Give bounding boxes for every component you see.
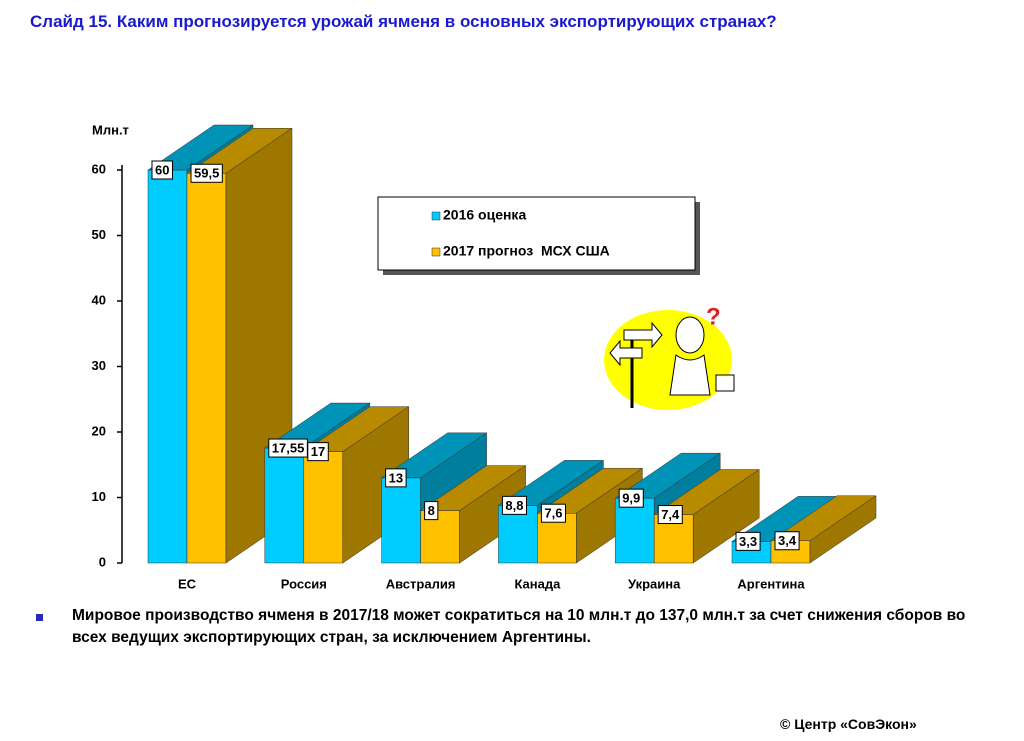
bar [147,169,188,564]
value-label: 9,9 [622,491,640,506]
value-label: 17 [311,444,325,459]
x-tick-label: Аргентина [737,576,805,591]
value-label: 8,8 [505,498,523,513]
value-label-box [151,160,173,180]
y-tick-label: 40 [92,292,106,307]
y-tick-label: 0 [99,554,106,569]
legend [377,196,696,271]
value-label: 17,55 [272,440,305,455]
value-label-box [540,503,566,523]
legend-label: 2017 прогноз МСХ США [443,243,610,259]
value-label-box [385,468,407,488]
bar [303,451,344,564]
legend-label: 2016 оценка [443,207,526,223]
value-label: 3,4 [778,533,797,548]
y-tick-label: 60 [92,161,106,176]
y-tick-label: 20 [92,423,106,438]
x-tick-label: Украина [628,576,681,591]
x-tick-label: Россия [281,576,327,591]
x-tick-label: ЕС [178,576,197,591]
bar [614,497,655,564]
value-label-box [618,488,644,508]
value-label: 8 [428,503,435,518]
value-label: 60 [155,162,169,177]
value-label-box [424,501,439,521]
legend-swatch [431,247,441,257]
bar [264,447,305,564]
y-tick-label: 30 [92,358,106,373]
slide-title: Слайд 15. Каким прогнозируется урожай яч… [30,12,777,31]
illustration: ? [604,303,735,410]
y-axis-label: Млн.т [92,122,129,137]
chart: Млн.т ? 0 10 20 30 40 50 60 ЕС Россия Австралия Ка… [92,122,877,591]
x-tick-label: Австралия [386,576,456,591]
bar-3d [419,465,527,564]
note-text: Мировое производство ячменя в 2017/18 мо… [72,607,966,646]
svg-text:?: ? [706,303,721,330]
value-label-box [657,505,683,525]
bar [186,173,227,564]
legend-swatch [431,211,441,221]
value-label-box [307,442,329,462]
bar [498,505,538,564]
bar-3d [653,469,761,564]
value-label: 7,4 [661,507,680,522]
y-tick-label: 10 [92,489,106,504]
value-label-box [774,531,800,551]
y-tick-label: 50 [92,227,106,242]
bullet [36,614,43,621]
bar-side [692,469,760,564]
value-label-box [735,531,761,551]
value-label-box [190,163,223,183]
footer: © Центр «СовЭкон» [780,716,917,732]
value-label-box [501,495,527,515]
value-label: 3,3 [739,534,757,549]
value-label: 7,6 [544,506,562,521]
x-tick-label: Канада [514,576,561,591]
value-label: 59,5 [194,166,219,181]
bar [381,477,421,564]
value-label: 13 [389,470,403,485]
bar-side [809,495,877,564]
